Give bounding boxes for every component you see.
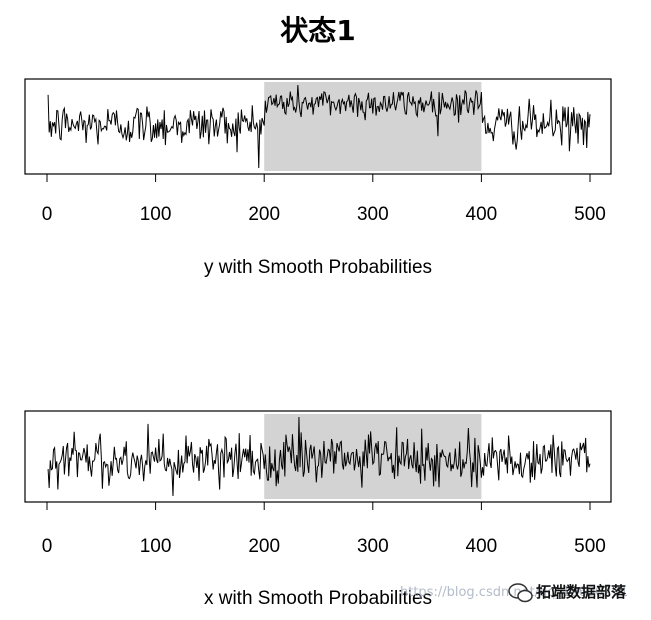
- series-line: [47, 416, 591, 497]
- x-tick-label: 0: [42, 536, 53, 557]
- x-tick-label: 500: [574, 204, 606, 225]
- series-line: [47, 84, 591, 169]
- shaded-region: [264, 82, 482, 171]
- watermark: https://blog.csdn.net/qq_19600291 拓端数据部落: [400, 583, 628, 603]
- chart-title: 状态1: [280, 14, 355, 47]
- x-tick-label: 0: [42, 204, 53, 225]
- x-tick-label: 400: [466, 204, 498, 225]
- x-tick-label: 500: [574, 536, 606, 557]
- watermark-url: https://blog.csdn.net/qq_19600291: [400, 585, 628, 600]
- plot-panel-2: 0 100 200 300 400 500 x with Smooth Probabilit…: [24, 410, 612, 609]
- x-axis-label: y with Smooth Probabilities: [204, 257, 432, 278]
- plot-panel-1: 0 100 200 300 400 500 y with Smooth Probabilit…: [24, 78, 612, 278]
- x-tick-label: 200: [248, 536, 280, 557]
- x-axis-label: x with Smooth Probabilities: [204, 588, 432, 609]
- x-tick-label: 300: [357, 536, 389, 557]
- x-tick-label: 100: [140, 536, 172, 557]
- x-tick-label: 400: [466, 536, 498, 557]
- x-tick-label: 200: [248, 204, 280, 225]
- wechat-icon: [508, 583, 533, 603]
- watermark-brand: 拓端数据部落: [536, 583, 627, 601]
- x-tick-label: 100: [140, 204, 172, 225]
- x-tick-label: 300: [357, 204, 389, 225]
